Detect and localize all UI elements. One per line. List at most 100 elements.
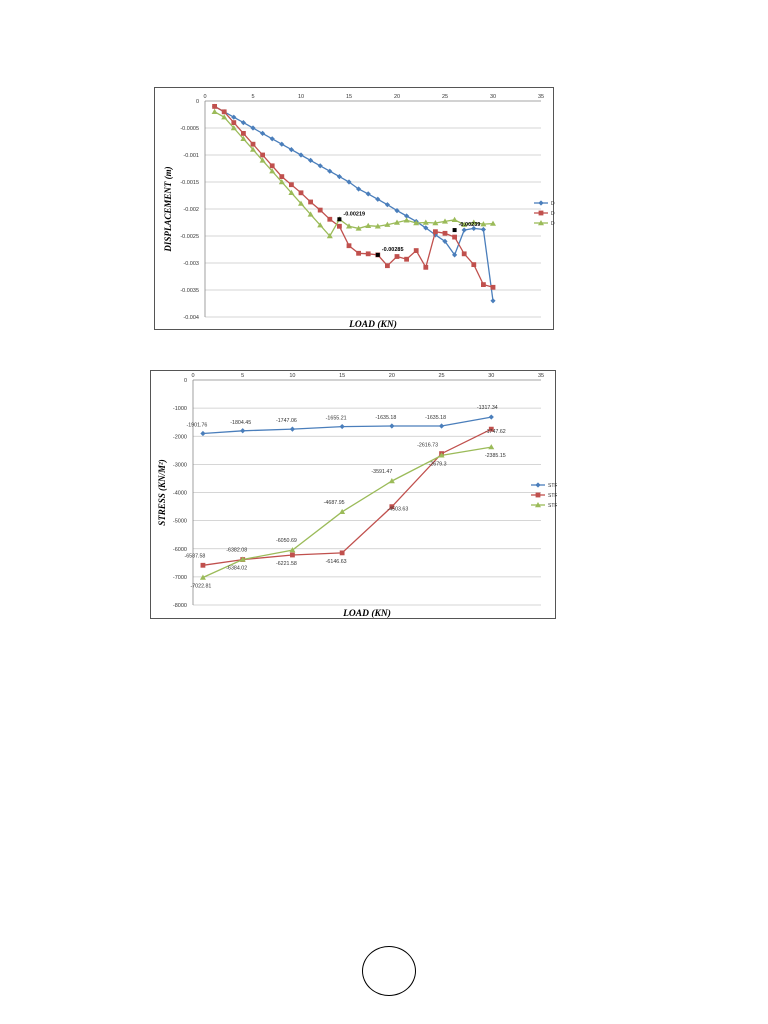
- chart2-data-point: [438, 452, 445, 458]
- chart1-data-point: [442, 230, 448, 236]
- chart1-data-point: [355, 225, 362, 231]
- chart1-annotation-label: -0.00239: [459, 222, 481, 228]
- chart2-data-point: [389, 504, 395, 510]
- chart2-data-label: -1901.76: [186, 422, 207, 428]
- chart1-data-point: [403, 217, 410, 223]
- chart2-y-tick-label: -3000: [173, 462, 187, 468]
- chart1-x-tick-label: 5: [251, 94, 254, 100]
- chart1-data-point: [337, 223, 342, 229]
- chart1-data-point: [346, 179, 352, 185]
- chart2-data-point: [289, 426, 296, 432]
- chart2-y-tick-label: -1000: [173, 406, 187, 412]
- chart2-series-line: [202, 446, 492, 579]
- chart1-data-point: [240, 120, 246, 126]
- chart1-data-point: [269, 168, 276, 174]
- chart1-data-point: [288, 189, 295, 195]
- chart1-data-point: [269, 163, 275, 169]
- chart2-x-tick-label: 15: [339, 373, 345, 379]
- chart1-data-point: [422, 219, 429, 225]
- chart1-x-tick-label: 0: [203, 94, 206, 100]
- chart1-series-line: [214, 111, 494, 238]
- chart2-data-point: [289, 547, 296, 553]
- stress-chart-svg: 0 -1000 -2000 -3000 -4000 -5000 -6000 -7000 -800…: [157, 373, 579, 619]
- chart1-y-tick-label: -0.0025: [180, 234, 199, 240]
- chart1-x-tick-label: 30: [490, 94, 496, 100]
- chart1-data-point: [384, 221, 391, 227]
- chart2-data-point: [488, 444, 495, 450]
- chart2-y-tick-label: 0: [184, 378, 187, 384]
- chart2-series-3: [199, 444, 495, 580]
- chart1-data-point: [442, 238, 448, 244]
- chart2-data-point: [488, 414, 494, 420]
- chart2-data-point: [239, 556, 246, 562]
- chart2-y-tick-label: -6000: [173, 547, 187, 553]
- chart1-y-tick-label: -0.0035: [180, 288, 199, 294]
- chart1-data-point: [471, 225, 477, 232]
- chart2-x-axis-title: LOAD (KN): [342, 608, 391, 619]
- displacement-chart: 0 -0.0005 -0.001 -0.0015 -0.002 -0.0025 -0.003…: [154, 87, 601, 330]
- chart1-data-point: [385, 263, 390, 269]
- chart1-data-point: [241, 131, 246, 136]
- chart1-data-point: [250, 125, 256, 131]
- chart1-legend-label: DISPLACEMENT (S1): [551, 201, 555, 207]
- chart1-annotation-label: -0.00219: [343, 211, 365, 217]
- chart2-y-tick-label: -8000: [173, 603, 187, 609]
- chart2-data-label: -6382.08: [226, 547, 247, 553]
- chart2-data-point: [339, 508, 346, 515]
- chart1-data-point: [375, 196, 381, 202]
- chart1-data-point: [317, 163, 323, 169]
- chart2-x-tick-label: 30: [488, 373, 494, 379]
- chart1-data-point: [289, 182, 294, 188]
- chart2-data-label: -1635.18: [375, 415, 396, 421]
- chart2-data-label: -6050.69: [276, 538, 297, 544]
- chart1-data-point: [480, 226, 486, 233]
- chart2-data-label: -4503.63: [387, 507, 408, 513]
- chart1-data-point: [298, 152, 304, 158]
- chart2-x-tick-label: 5: [241, 373, 244, 379]
- chart2-data-point: [200, 562, 206, 568]
- chart1-data-point: [413, 220, 420, 226]
- chart1-data-point: [452, 234, 457, 240]
- chart1-data-point: [432, 220, 439, 226]
- chart1-data-point: [404, 256, 409, 262]
- chart1-data-point: [471, 262, 477, 268]
- chart1-data-point: [326, 233, 333, 239]
- chart1-data-point: [461, 227, 467, 233]
- chart2-data-label: -6221.58: [276, 561, 297, 567]
- chart2-x-tick-label: 10: [289, 373, 295, 379]
- chart2-y-tick-label: -2000: [173, 434, 187, 440]
- chart1-annotation-marker: [375, 252, 380, 257]
- chart1-data-point: [432, 232, 438, 238]
- chart2-data-point: [339, 423, 345, 430]
- chart1-data-point: [442, 218, 448, 224]
- chart1-data-point: [423, 225, 429, 231]
- chart2-y-axis-title: STRESS (KN/M²): [157, 459, 167, 525]
- chart1-data-point: [307, 211, 314, 217]
- chart2-data-point: [388, 478, 395, 484]
- chart2-data-label: -2385.15: [485, 453, 506, 459]
- chart1-data-point: [250, 141, 256, 147]
- chart2-legend-marker: [535, 492, 541, 498]
- chart1-data-point: [451, 216, 458, 222]
- chart2-y-tick-label: -7000: [173, 575, 187, 581]
- chart1-data-point: [211, 108, 218, 114]
- chart1-data-point: [269, 136, 275, 142]
- chart2-series-line: [202, 428, 492, 566]
- chart1-series-2: [212, 104, 496, 290]
- chart1-x-tick-label: 10: [298, 94, 304, 100]
- chart1-legend-marker: [538, 200, 544, 206]
- chart1-data-point: [346, 243, 352, 249]
- chart2-legend-marker: [535, 502, 541, 508]
- chart2-data-label: -1747.62: [485, 429, 506, 435]
- chart2-x-tick-label: 35: [538, 373, 544, 379]
- chart2-data-label: -1317.34: [477, 405, 498, 411]
- chart2-data-point: [199, 574, 206, 580]
- chart1-data-point: [231, 120, 237, 125]
- chart2-legend-label: STRESS (S2): [548, 493, 557, 499]
- chart2-data-point: [488, 426, 494, 432]
- chart2-y-tick-label: -5000: [173, 519, 187, 525]
- chart1-data-point: [394, 254, 400, 259]
- chart1-data-point: [327, 168, 333, 174]
- chart1-data-point: [317, 222, 324, 228]
- chart1-y-tick-label: -0.0015: [180, 180, 199, 186]
